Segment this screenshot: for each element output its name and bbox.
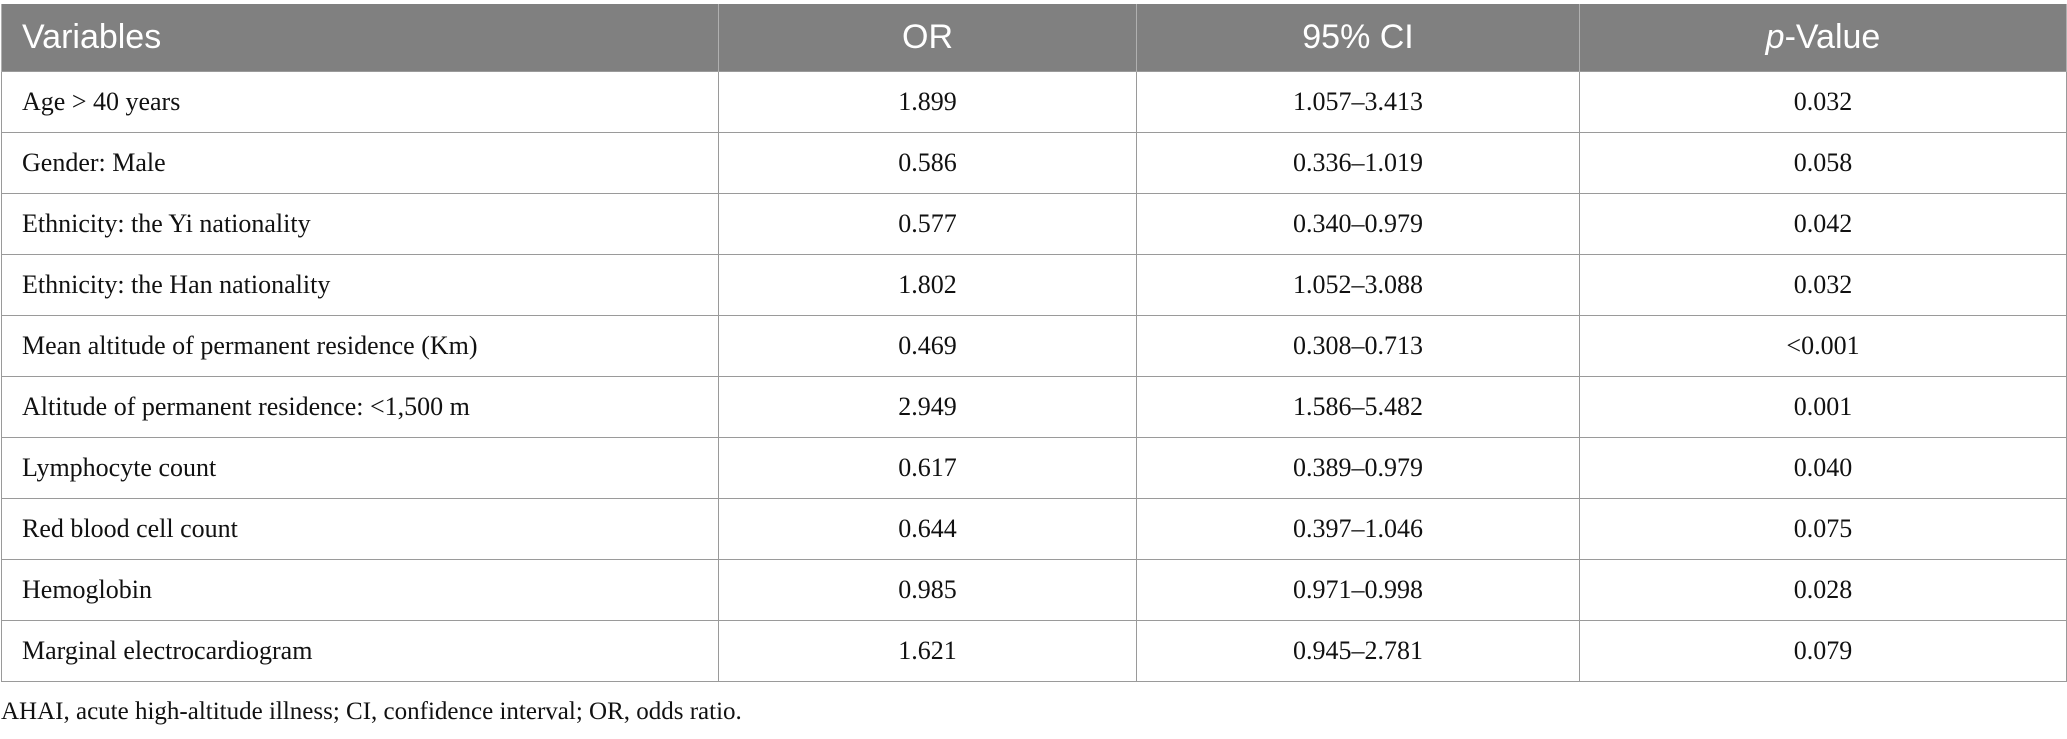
cell-ci: 0.397–1.046 bbox=[1136, 498, 1580, 560]
table-row: Ethnicity: the Yi nationality 0.577 0.34… bbox=[1, 193, 2067, 255]
table-footnote: AHAI, acute high-altitude illness; CI, c… bbox=[1, 698, 742, 725]
cell-ci: 0.971–0.998 bbox=[1136, 559, 1580, 621]
table-row: Mean altitude of permanent residence (Km… bbox=[1, 315, 2067, 377]
table-row: Lymphocyte count 0.617 0.389–0.979 0.040 bbox=[1, 437, 2067, 499]
header-p-suffix: -Value bbox=[1784, 18, 1881, 56]
cell-variable: Marginal electrocardiogram bbox=[1, 620, 719, 682]
cell-variable: Hemoglobin bbox=[1, 559, 719, 621]
header-or: OR bbox=[718, 4, 1137, 72]
cell-p-value: 0.001 bbox=[1579, 376, 2067, 438]
cell-p-value: 0.058 bbox=[1579, 132, 2067, 194]
cell-ci: 1.586–5.482 bbox=[1136, 376, 1580, 438]
cell-p-value: <0.001 bbox=[1579, 315, 2067, 377]
cell-or: 0.586 bbox=[718, 132, 1137, 194]
cell-variable: Ethnicity: the Han nationality bbox=[1, 254, 719, 316]
table-body: Age > 40 years 1.899 1.057–3.413 0.032 G… bbox=[1, 71, 2067, 682]
cell-or: 1.621 bbox=[718, 620, 1137, 682]
cell-p-value: 0.079 bbox=[1579, 620, 2067, 682]
cell-ci: 0.340–0.979 bbox=[1136, 193, 1580, 255]
results-table: Variables OR 95% CI p-Value Age > 40 yea… bbox=[1, 4, 2067, 682]
cell-or: 0.617 bbox=[718, 437, 1137, 499]
cell-variable: Gender: Male bbox=[1, 132, 719, 194]
table-row: Gender: Male 0.586 0.336–1.019 0.058 bbox=[1, 132, 2067, 194]
cell-or: 0.985 bbox=[718, 559, 1137, 621]
cell-ci: 0.945–2.781 bbox=[1136, 620, 1580, 682]
cell-p-value: 0.032 bbox=[1579, 71, 2067, 133]
table-row: Marginal electrocardiogram 1.621 0.945–2… bbox=[1, 620, 2067, 682]
cell-or: 2.949 bbox=[718, 376, 1137, 438]
cell-variable: Lymphocyte count bbox=[1, 437, 719, 499]
cell-or: 0.577 bbox=[718, 193, 1137, 255]
header-ci: 95% CI bbox=[1136, 4, 1580, 72]
cell-p-value: 0.040 bbox=[1579, 437, 2067, 499]
cell-variable: Ethnicity: the Yi nationality bbox=[1, 193, 719, 255]
table-row: Hemoglobin 0.985 0.971–0.998 0.028 bbox=[1, 559, 2067, 621]
header-row: Variables OR 95% CI p-Value bbox=[1, 4, 2067, 72]
table-row: Altitude of permanent residence: <1,500 … bbox=[1, 376, 2067, 438]
cell-or: 1.899 bbox=[718, 71, 1137, 133]
cell-p-value: 0.032 bbox=[1579, 254, 2067, 316]
table-row: Red blood cell count 0.644 0.397–1.046 0… bbox=[1, 498, 2067, 560]
cell-p-value: 0.042 bbox=[1579, 193, 2067, 255]
cell-ci: 0.308–0.713 bbox=[1136, 315, 1580, 377]
cell-ci: 0.336–1.019 bbox=[1136, 132, 1580, 194]
table-row: Age > 40 years 1.899 1.057–3.413 0.032 bbox=[1, 71, 2067, 133]
header-p-value: p-Value bbox=[1579, 4, 2067, 72]
cell-ci: 1.052–3.088 bbox=[1136, 254, 1580, 316]
header-variables: Variables bbox=[1, 4, 719, 72]
cell-or: 0.644 bbox=[718, 498, 1137, 560]
header-p-italic: p bbox=[1765, 18, 1785, 56]
cell-or: 0.469 bbox=[718, 315, 1137, 377]
cell-p-value: 0.075 bbox=[1579, 498, 2067, 560]
cell-ci: 1.057–3.413 bbox=[1136, 71, 1580, 133]
table-row: Ethnicity: the Han nationality 1.802 1.0… bbox=[1, 254, 2067, 316]
cell-variable: Age > 40 years bbox=[1, 71, 719, 133]
cell-ci: 0.389–0.979 bbox=[1136, 437, 1580, 499]
cell-p-value: 0.028 bbox=[1579, 559, 2067, 621]
table-container: Variables OR 95% CI p-Value Age > 40 yea… bbox=[0, 4, 2067, 726]
cell-variable: Red blood cell count bbox=[1, 498, 719, 560]
cell-variable: Altitude of permanent residence: <1,500 … bbox=[1, 376, 719, 438]
cell-or: 1.802 bbox=[718, 254, 1137, 316]
cell-variable: Mean altitude of permanent residence (Km… bbox=[1, 315, 719, 377]
